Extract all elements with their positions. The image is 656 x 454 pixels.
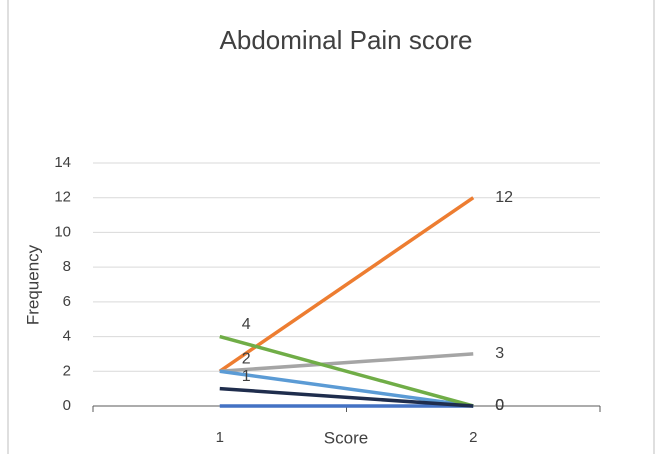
y-tick-label: 4 bbox=[63, 328, 71, 345]
y-tick-label: 12 bbox=[54, 189, 71, 206]
data-label: 0 bbox=[495, 397, 504, 414]
series-line bbox=[219, 334, 474, 408]
data-label: 0 bbox=[495, 397, 504, 414]
x-axis-label: Score bbox=[324, 428, 368, 447]
y-tick-label: 6 bbox=[63, 293, 71, 310]
data-label: 1 bbox=[242, 368, 251, 385]
data-label: 0 bbox=[495, 397, 504, 414]
chart-title: Abdominal Pain score bbox=[220, 25, 473, 55]
y-tick-label: 14 bbox=[54, 154, 71, 171]
y-axis-label: Frequency bbox=[23, 244, 42, 325]
series-line bbox=[219, 386, 474, 408]
x-tick-label: 1 bbox=[216, 429, 224, 446]
data-label: 3 bbox=[495, 345, 504, 362]
series-line bbox=[219, 369, 474, 408]
y-tick-label: 2 bbox=[63, 362, 71, 379]
data-label: 0 bbox=[495, 397, 504, 414]
y-tick-label: 0 bbox=[63, 397, 71, 414]
x-tick-label: 2 bbox=[469, 429, 477, 446]
data-label: 4 bbox=[242, 316, 251, 333]
series-line bbox=[219, 352, 474, 374]
data-label: 12 bbox=[495, 189, 513, 206]
y-tick-label: 8 bbox=[63, 258, 71, 275]
y-tick-label: 10 bbox=[54, 223, 71, 240]
chart-border bbox=[7, 0, 655, 454]
series-line bbox=[218, 196, 475, 373]
data-label: 2 bbox=[242, 351, 251, 368]
